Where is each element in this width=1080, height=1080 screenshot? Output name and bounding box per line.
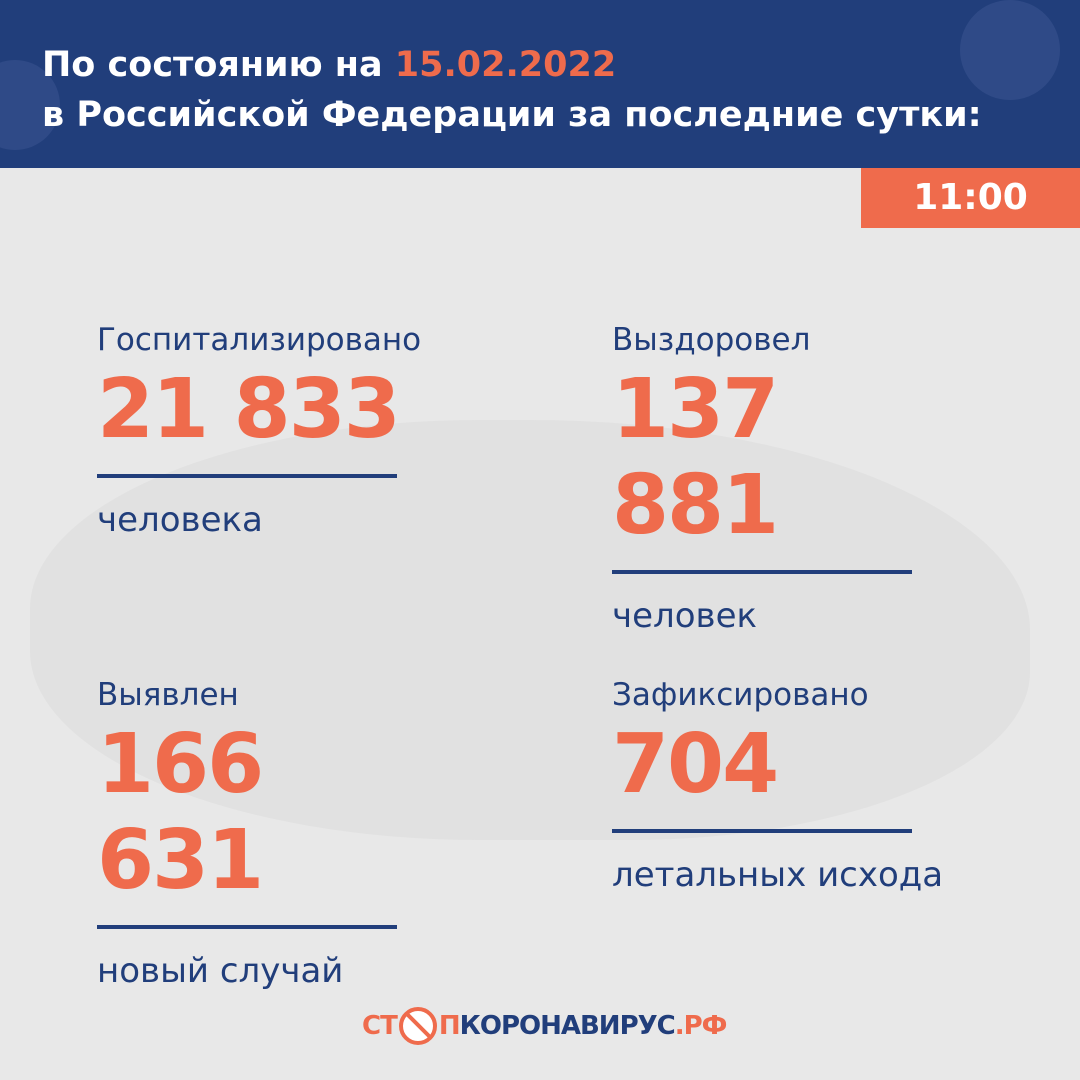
logo-part: СТ	[362, 1011, 398, 1041]
logo-part: КОРОНАВИРУС	[459, 1011, 676, 1041]
title-prefix: По состоянию на	[42, 45, 395, 85]
stopcoronavirus-logo: СТ П КОРОНАВИРУС .РФ	[362, 1007, 728, 1045]
divider	[97, 474, 397, 478]
stat-label: Зафиксировано	[612, 677, 869, 713]
divider	[97, 925, 397, 929]
stat-value: 166 631	[97, 717, 264, 908]
stat-detected: Выявлен 166 631 новый случай	[97, 677, 417, 991]
stat-label: Госпитализировано	[97, 322, 422, 358]
stat-unit: человек	[612, 596, 758, 636]
logo-part: .РФ	[674, 1011, 728, 1041]
stat-value: 704	[612, 717, 779, 812]
stat-value: 137 881	[612, 362, 779, 553]
header-banner: По состоянию на 15.02.2022 в Российской …	[0, 0, 1080, 168]
divider	[612, 829, 912, 833]
title-line2: в Российской Федерации за последние сутк…	[42, 95, 982, 135]
divider	[612, 570, 912, 574]
virus-icon	[960, 0, 1060, 100]
stat-deaths: Зафиксировано 704 летальных исхода	[612, 677, 1012, 895]
stat-label: Выздоровел	[612, 322, 811, 358]
stat-label: Выявлен	[97, 677, 239, 713]
russia-map-background	[30, 420, 1030, 840]
crossed-virus-icon	[398, 1007, 437, 1045]
stat-value: 21 833	[97, 362, 401, 457]
report-date: 15.02.2022	[394, 45, 617, 85]
stat-recovered: Выздоровел 137 881 человек	[612, 322, 932, 636]
stat-unit: новый случай	[97, 951, 344, 991]
stat-hospitalized: Госпитализировано 21 833 человека	[97, 322, 422, 540]
time-badge: 11:00	[861, 168, 1080, 228]
stat-unit: летальных исхода	[612, 855, 944, 895]
page-title: По состоянию на 15.02.2022 в Российской …	[42, 40, 982, 140]
stat-unit: человека	[97, 500, 263, 540]
logo-part: П	[438, 1011, 461, 1041]
